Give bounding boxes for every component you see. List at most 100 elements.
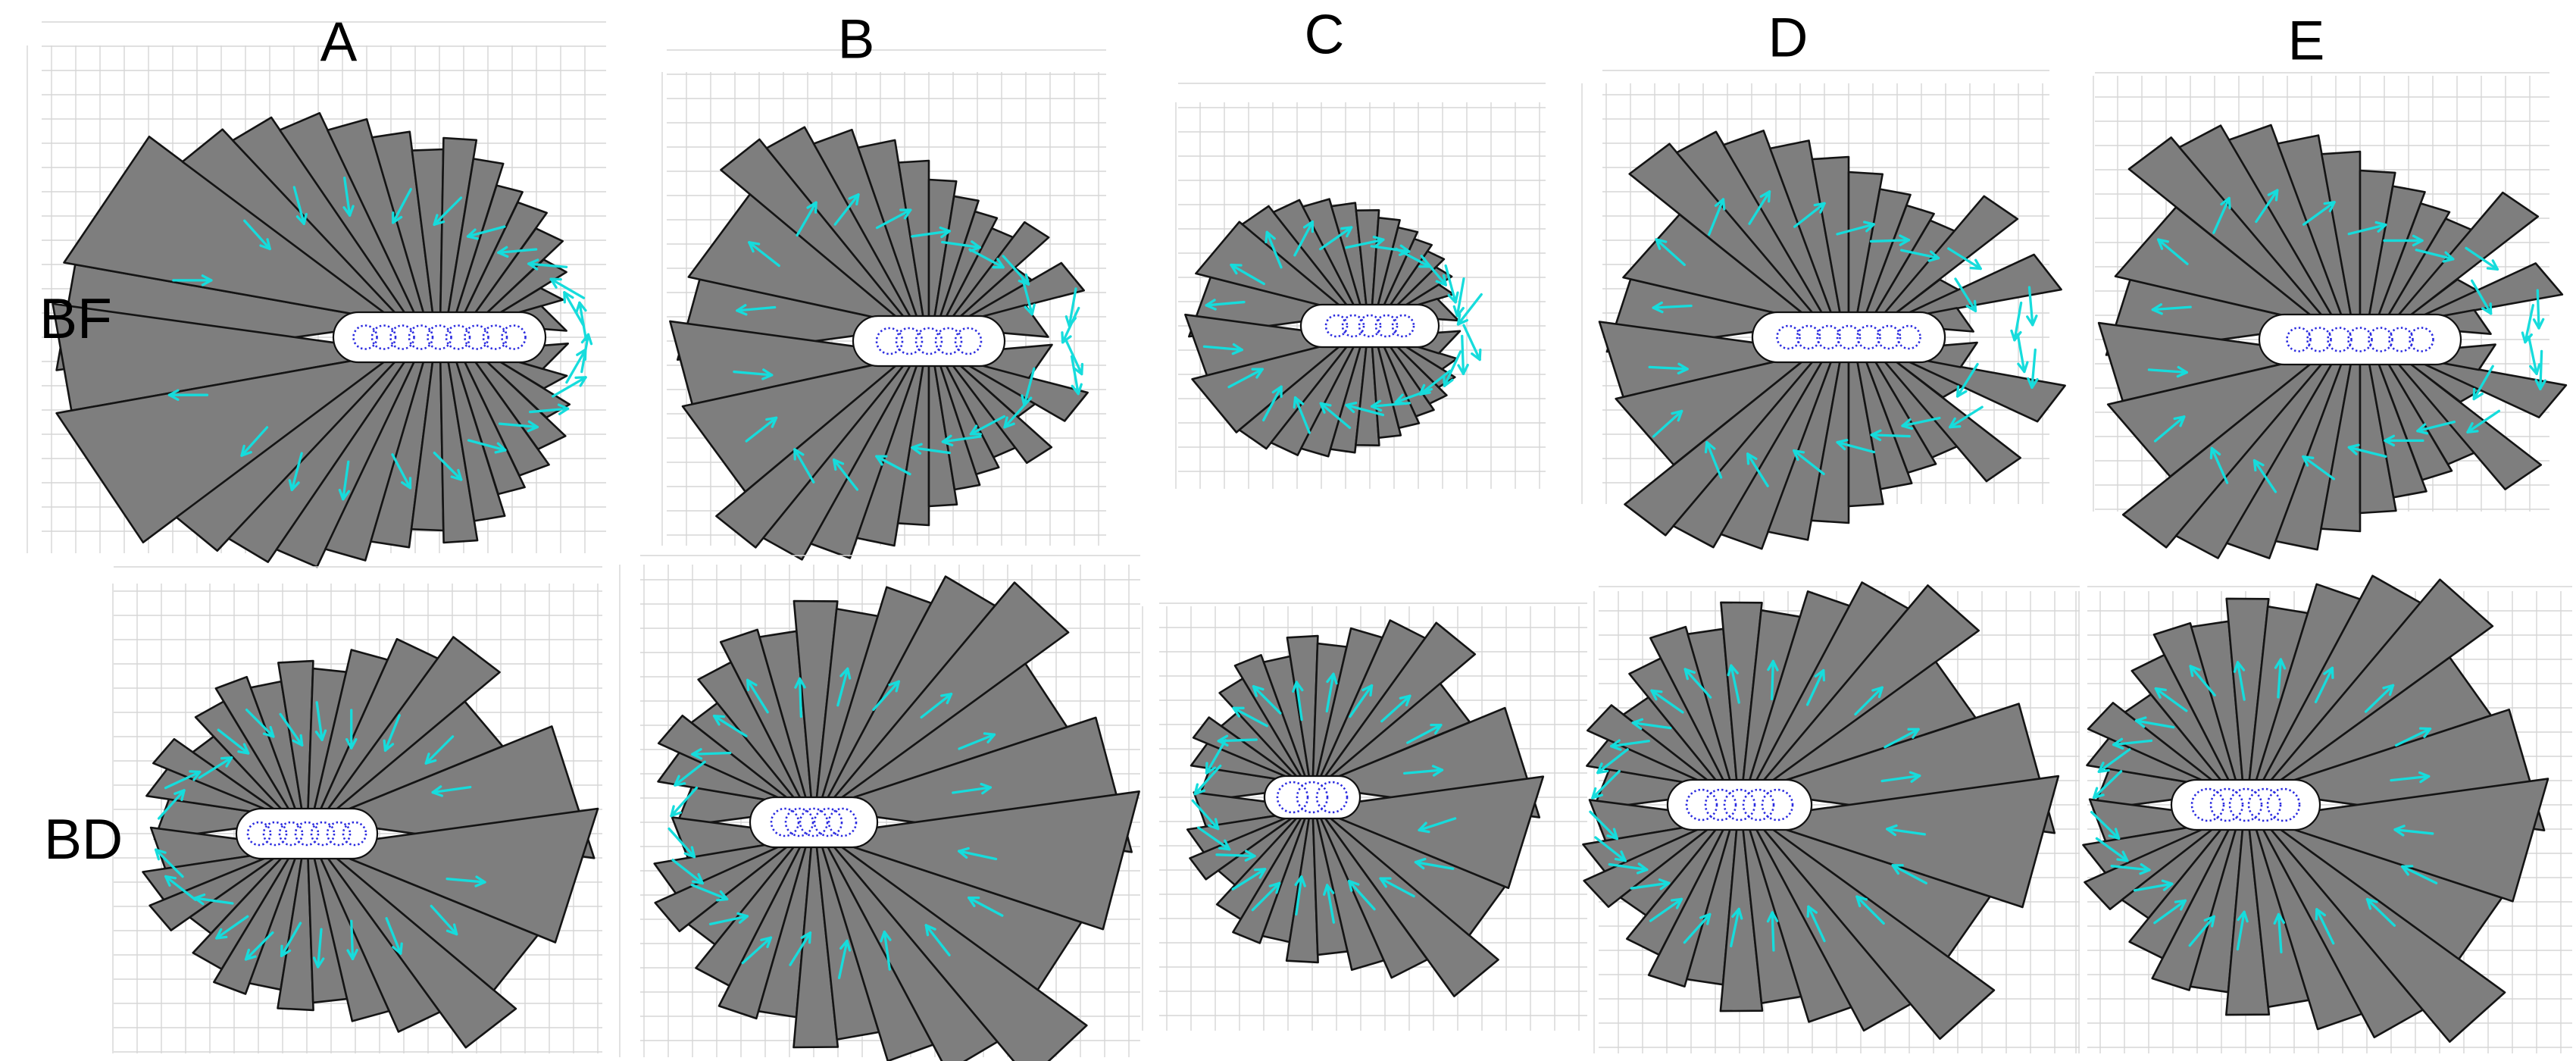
flow-arrow (1955, 362, 1979, 398)
flow-arrow-head (691, 880, 705, 885)
flow-arrow-head (563, 291, 574, 299)
flow-arrow-shaft (1196, 826, 1231, 851)
flow-arrow-head (2365, 897, 2378, 903)
flow-arrow (198, 756, 233, 779)
flow-arrow (1855, 895, 1885, 925)
flow-arrow-head (2209, 446, 2213, 460)
flow-arrow-head (1759, 190, 1771, 198)
flow-arrow-head (736, 912, 749, 918)
body-segment-circle (1276, 781, 1309, 814)
flow-arrow (1347, 879, 1376, 911)
flow-arrow-head (1230, 263, 1238, 275)
flow-arrow (1610, 739, 1650, 751)
flow-arrow-head (1258, 868, 1267, 879)
flow-arrow-head (549, 277, 558, 289)
flow-arrow (911, 226, 952, 239)
flow-arrow (217, 728, 250, 755)
flow-arrow (1947, 247, 1982, 271)
flow-arrow-shaft (527, 262, 568, 269)
flow-arrow-head (748, 241, 755, 253)
flow-arrow (952, 782, 992, 795)
body-segment-circle (1816, 324, 1841, 350)
flow-arrow-shaft (1793, 202, 1826, 228)
flow-arrow-head (1899, 239, 1911, 246)
flow-arrow-head (690, 846, 696, 859)
flow-arrow-head (1455, 306, 1465, 318)
flow-arrow (2255, 189, 2279, 224)
flow-arrow-head (2384, 434, 2396, 443)
flow-arrow-head (2031, 315, 2038, 327)
column-label-b: B (838, 9, 875, 70)
flow-arrow-head (292, 739, 304, 746)
flow-arrow-head (2393, 825, 2406, 831)
flow-arrow (2302, 201, 2336, 226)
flow-arrow-head (2416, 430, 2429, 435)
flow-arrow-head (2173, 415, 2186, 421)
flow-arrow-shaft (1884, 728, 1920, 749)
flow-arrow-head (1806, 905, 1810, 918)
body-segment-circle (262, 821, 288, 847)
flow-arrow-head (1814, 668, 1825, 678)
flow-arrow (1836, 221, 1875, 236)
flow-arrow-shaft (1403, 768, 1444, 775)
flow-arrow (1444, 264, 1459, 304)
flow-arrow (1292, 681, 1304, 721)
flow-arrow-head (712, 715, 721, 726)
flow-arrow (2394, 727, 2432, 747)
flow-arrow-head (1636, 868, 1649, 875)
flow-arrow-head (1746, 452, 1750, 465)
flow-arrow-shaft (958, 850, 998, 861)
flow-arrow-head (392, 215, 403, 224)
flow-arrow-head (1886, 828, 1896, 837)
flow-arrow-head (1224, 839, 1231, 851)
flow-arrow (1650, 689, 1684, 714)
flow-arrow (796, 201, 818, 237)
flow-arrow (690, 884, 729, 902)
flow-arrow-head (1767, 659, 1774, 671)
flow-arrow-head (2401, 865, 2409, 876)
body-segment-circle (799, 807, 829, 837)
flow-arrow (674, 760, 706, 787)
flow-arrow-head (946, 693, 953, 705)
body-segment-circle (294, 821, 320, 847)
flow-arrow-head (2442, 258, 2455, 263)
flow-arrow (1345, 401, 1385, 417)
flow-arrow-shaft (793, 448, 815, 484)
flow-arrow-head (1021, 394, 1026, 407)
body-segment-circle (501, 324, 527, 350)
flow-arrow-head (940, 230, 952, 239)
flow-arrow-head (846, 939, 852, 952)
flow-arrow-head (167, 393, 180, 401)
flow-arrow-shaft (741, 936, 773, 965)
flow-arrow-shaft (875, 455, 911, 476)
flow-arrow-head (1253, 868, 1267, 872)
flow-arrow-shaft (433, 451, 463, 481)
flow-arrow-head (746, 678, 750, 691)
flow-arrow-head (1870, 433, 1882, 442)
flow-arrow-shaft (2134, 719, 2175, 729)
flow-arrow-head (839, 667, 849, 678)
flow-arrow-head (259, 244, 271, 251)
flow-arrow-head (2176, 371, 2188, 378)
flow-arrow-shaft (430, 904, 458, 936)
flow-arrow-head (266, 238, 271, 251)
flow-arrow-shaft (1418, 817, 1457, 832)
flow-arrow-shaft (1444, 264, 1457, 304)
flow-arrow-head (1650, 689, 1658, 701)
flow-arrow (872, 680, 900, 712)
body-segment-circle (1704, 788, 1737, 822)
body-segment-circle (895, 327, 924, 355)
flow-arrow (1899, 249, 1940, 262)
panel-bd-c (1142, 602, 1587, 1031)
flow-arrow-shaft (2188, 915, 2215, 947)
flow-arrow-shaft (2472, 365, 2494, 401)
flow-arrow (1805, 668, 1826, 706)
flow-arrow-head (527, 425, 539, 433)
body-segment-circle (770, 807, 800, 837)
flow-arrow (2364, 684, 2395, 713)
flow-arrow-head (1813, 202, 1826, 207)
flow-arrow (1648, 362, 1689, 375)
flow-arrow-head (855, 193, 860, 206)
flow-arrow-head (557, 403, 570, 410)
body-segment-circle (278, 821, 304, 847)
